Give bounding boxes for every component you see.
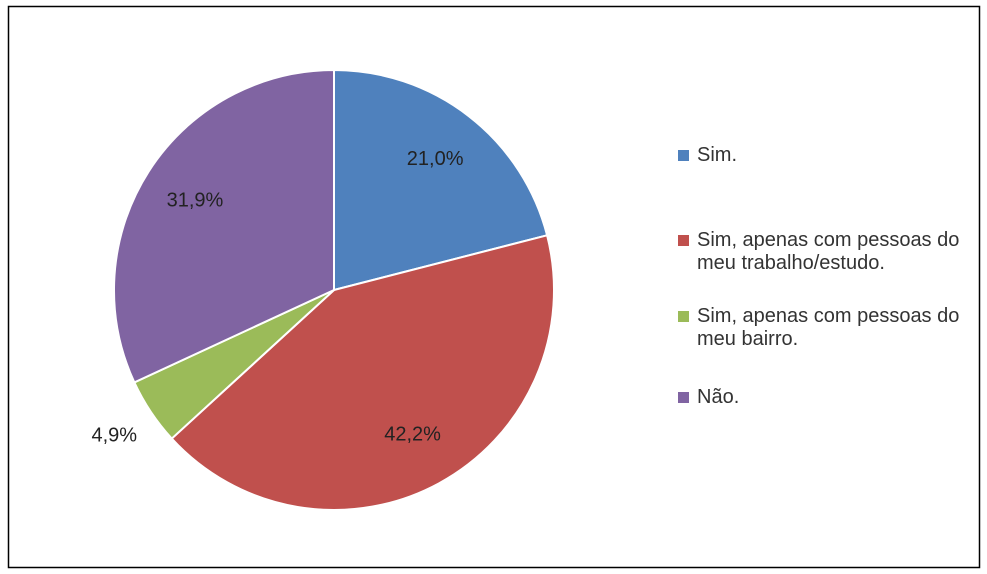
legend-label: Sim, apenas com pessoas do meu trabalho/… <box>697 229 960 274</box>
pie-slice <box>113 68 335 384</box>
legend-swatch <box>678 392 689 403</box>
data-label: 42,2% <box>384 423 441 445</box>
legend-item: Não. <box>678 386 978 409</box>
pie-slice <box>333 68 549 292</box>
legend-swatch <box>678 150 689 161</box>
legend-label: Sim, apenas com pessoas do meu bairro. <box>697 305 960 350</box>
legend-label: Não. <box>697 386 740 408</box>
chart-border <box>7 5 981 569</box>
legend-item: Sim, apenas com pessoas do meu trabalho/… <box>678 229 978 275</box>
legend-swatch <box>678 235 689 246</box>
data-label: 4,9% <box>91 425 137 447</box>
data-label: 21,0% <box>407 148 464 170</box>
pie-slice <box>170 234 555 511</box>
legend-item: Sim. <box>678 144 978 167</box>
data-label: 31,9% <box>167 189 224 211</box>
legend-swatch <box>678 311 689 322</box>
legend-label: Sim. <box>697 144 737 166</box>
legend-item: Sim, apenas com pessoas do meu bairro. <box>678 305 978 351</box>
